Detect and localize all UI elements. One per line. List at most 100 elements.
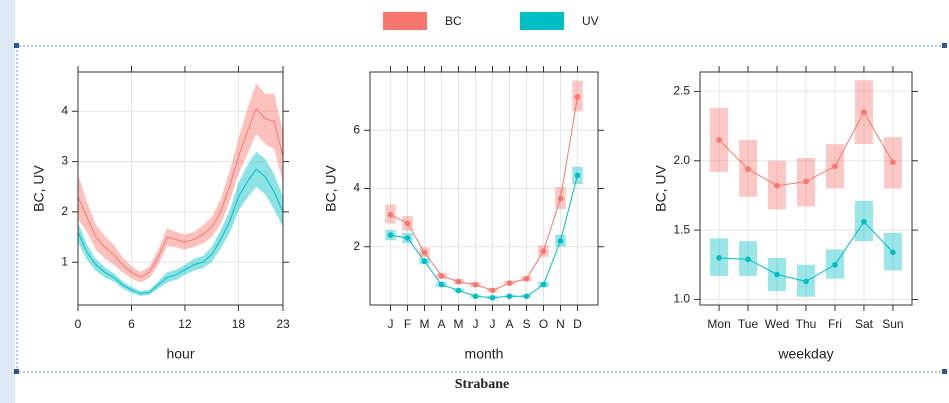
point	[574, 93, 581, 100]
y-tick-label: 1.0	[673, 292, 690, 306]
x-tick-label: Tue	[738, 317, 759, 331]
y-tick-label: 2	[353, 239, 360, 253]
y-tick-label: 2.0	[673, 153, 690, 167]
y-tick-label: 3	[61, 154, 68, 168]
confidence-band	[78, 151, 283, 296]
point	[472, 281, 479, 288]
point	[540, 281, 547, 288]
x-tick-label: Thu	[796, 317, 817, 331]
x-tick-label: N	[556, 317, 565, 331]
x-tick-label: 0	[75, 317, 82, 331]
point	[523, 275, 530, 282]
point	[489, 294, 496, 301]
point	[506, 293, 513, 300]
point	[716, 255, 722, 261]
point	[890, 159, 896, 165]
point	[774, 271, 780, 278]
x-tick-label: 23	[276, 317, 290, 331]
point	[404, 235, 411, 241]
point	[574, 172, 581, 179]
point	[387, 211, 394, 218]
legend-label: BC	[445, 14, 462, 28]
point	[557, 238, 564, 244]
x-tick-label: M	[420, 317, 430, 331]
x-tick-label: F	[404, 317, 411, 331]
point	[540, 248, 547, 254]
series-line	[390, 175, 578, 299]
point	[832, 261, 838, 268]
y-axis-title: BC, UV	[31, 165, 47, 212]
x-tick-label: D	[573, 317, 582, 331]
x-tick-label: S	[522, 317, 530, 331]
x-axis-title: weekday	[777, 346, 833, 362]
point	[557, 195, 564, 202]
y-axis-title: BC, UV	[653, 165, 669, 212]
y-tick-label: 2.5	[673, 84, 690, 98]
x-tick-label: 18	[232, 317, 246, 331]
plot-frame	[77, 71, 284, 306]
point	[421, 258, 428, 265]
point	[472, 293, 479, 300]
point	[404, 220, 411, 227]
y-tick-label: 1	[61, 254, 68, 268]
x-tick-label: J	[388, 317, 394, 331]
x-tick-label: J	[489, 317, 495, 331]
point	[890, 249, 896, 256]
x-axis-title: hour	[166, 346, 194, 362]
x-tick-label: Mon	[707, 317, 730, 331]
x-tick-label: Fri	[828, 317, 842, 331]
y-tick-label: 1.5	[673, 222, 690, 236]
x-tick-label: 12	[178, 317, 192, 331]
point	[832, 163, 838, 170]
plot-frame	[369, 71, 599, 306]
y-tick-label: 4	[353, 181, 360, 195]
point	[506, 280, 513, 286]
y-axis-title: BC, UV	[323, 165, 339, 212]
series-line	[77, 168, 284, 294]
x-tick-label: A	[438, 317, 446, 331]
legend-swatch	[520, 12, 564, 30]
x-tick-label: Wed	[765, 317, 789, 331]
point	[861, 109, 867, 116]
x-tick-label: O	[539, 317, 548, 331]
y-tick-label: 6	[353, 122, 360, 136]
x-tick-label: Sat	[855, 317, 874, 331]
x-tick-label: A	[505, 317, 513, 331]
series-line	[390, 96, 578, 291]
selection-handle	[942, 43, 947, 48]
series-line	[77, 107, 284, 278]
x-axis-title: month	[465, 346, 504, 362]
point	[523, 293, 530, 300]
selection-handle	[14, 369, 19, 374]
legend-swatch	[383, 12, 427, 30]
point	[438, 281, 445, 288]
point	[774, 182, 780, 189]
confidence-band	[78, 83, 283, 283]
plot-frame	[699, 71, 913, 306]
point	[438, 273, 445, 279]
point	[455, 287, 462, 294]
point	[745, 166, 751, 172]
point	[455, 278, 462, 285]
point	[716, 137, 722, 143]
x-tick-label: Sun	[882, 317, 903, 331]
point	[745, 256, 751, 263]
point	[489, 287, 496, 294]
document-page	[15, 0, 949, 403]
x-tick-label: M	[454, 317, 464, 331]
legend-label: UV	[582, 14, 599, 28]
selection-handle	[14, 43, 19, 48]
point	[387, 232, 394, 238]
y-tick-label: 2	[61, 204, 68, 218]
selection-handle	[942, 369, 947, 374]
point	[861, 218, 867, 225]
point	[421, 249, 428, 256]
x-tick-label: J	[473, 317, 479, 331]
point	[803, 178, 809, 185]
point	[803, 278, 809, 285]
x-tick-label: 6	[128, 317, 135, 331]
caption: Strabane	[455, 377, 509, 392]
y-tick-label: 4	[61, 103, 68, 117]
